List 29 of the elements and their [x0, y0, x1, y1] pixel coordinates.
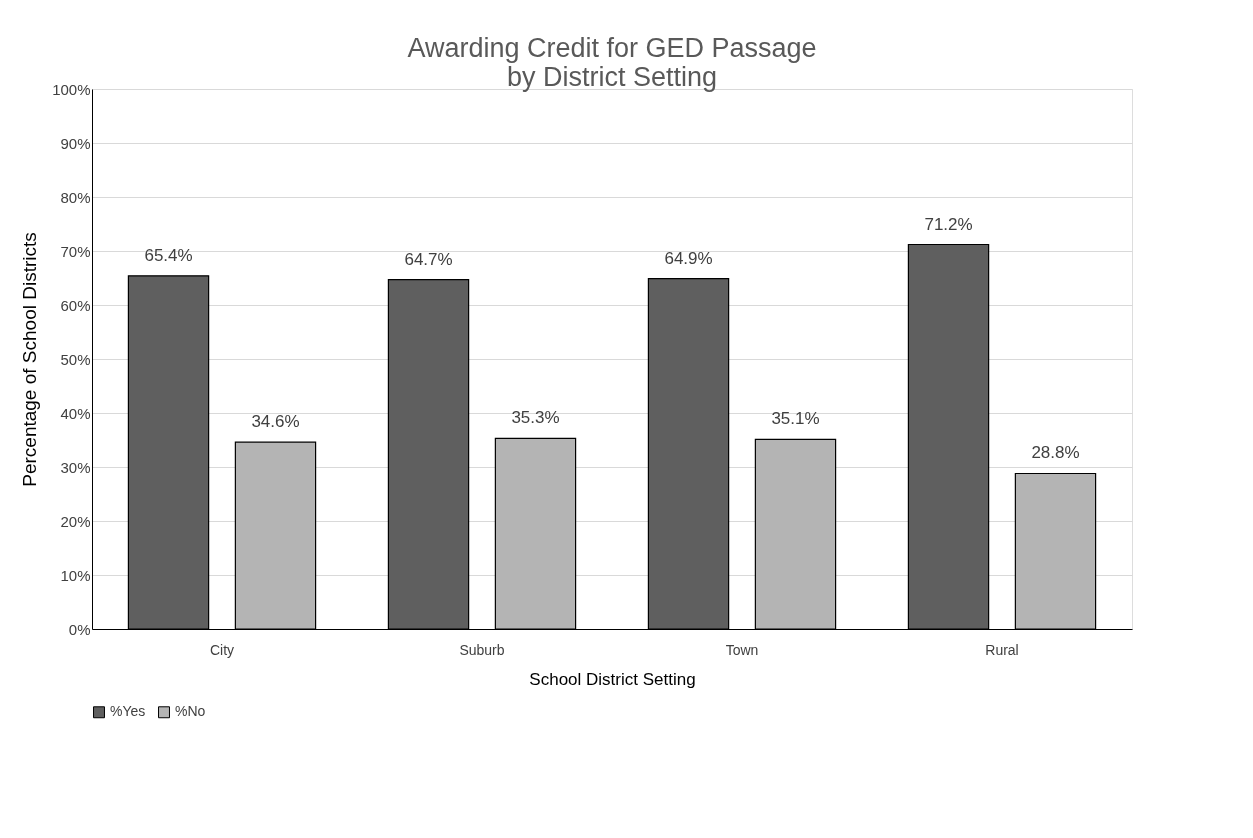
x-tick-label: Suburb: [459, 641, 505, 658]
y-tick-label: 0%: [68, 620, 91, 638]
y-tick-label: 70%: [60, 242, 91, 260]
text: by District Setting: [506, 62, 718, 92]
legend-label: %No: [175, 703, 206, 720]
y-tick-label: 60%: [60, 296, 91, 314]
x-tick-label: City: [209, 641, 235, 658]
y-tick-label: 30%: [60, 458, 91, 476]
x-tick-label: Town: [725, 641, 759, 658]
data-label: 71.2%: [924, 214, 973, 234]
legend-label: %Yes: [110, 703, 146, 720]
y-tick-label: 50%: [60, 350, 91, 368]
data-label: 34.6%: [251, 412, 300, 432]
y-tick-label: 90%: [60, 134, 91, 152]
data-label: 64.7%: [404, 249, 453, 269]
x-axis-title: School District Setting: [529, 669, 696, 689]
y-axis-title: Percentage of School Districts: [19, 232, 41, 487]
y-tick-label: 10%: [60, 566, 91, 584]
y-tick-label: 80%: [60, 188, 91, 206]
data-label: 64.9%: [664, 248, 713, 268]
data-label: 65.4%: [144, 245, 193, 265]
data-label: 28.8%: [1031, 443, 1080, 463]
data-label: 35.1%: [771, 409, 820, 429]
x-tick-label: Rural: [985, 641, 1019, 658]
data-label: 35.3%: [511, 408, 560, 428]
text: Awarding Credit for GED Passage: [407, 33, 817, 63]
y-tick-label: 40%: [60, 404, 91, 422]
y-tick-label: 100%: [52, 80, 91, 98]
y-tick-label: 20%: [60, 512, 91, 530]
